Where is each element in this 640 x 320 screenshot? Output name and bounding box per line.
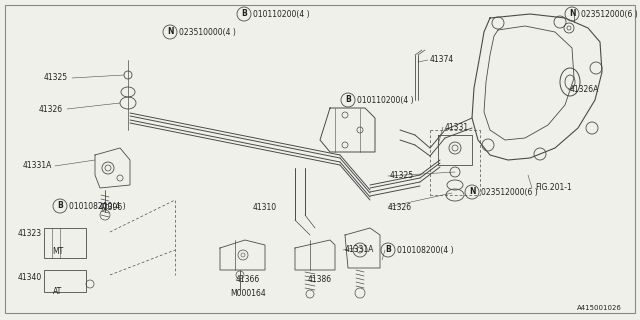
Text: 41325: 41325	[44, 74, 68, 83]
Text: MT: MT	[52, 247, 63, 257]
Text: M000164: M000164	[230, 290, 266, 299]
Text: 41326: 41326	[388, 203, 412, 212]
Text: A415001026: A415001026	[577, 305, 622, 311]
Text: 41374: 41374	[430, 55, 454, 65]
Text: 023510000(4 ): 023510000(4 )	[179, 28, 236, 36]
Text: N: N	[468, 188, 476, 196]
Text: 41331A: 41331A	[22, 162, 52, 171]
Text: 010108200(4 ): 010108200(4 )	[69, 202, 125, 211]
Text: N: N	[569, 10, 575, 19]
Text: B: B	[241, 10, 247, 19]
Text: 010110200(4 ): 010110200(4 )	[253, 10, 310, 19]
Text: 41340: 41340	[18, 274, 42, 283]
Text: FIG.201-1: FIG.201-1	[535, 183, 572, 193]
Text: 41331A: 41331A	[345, 245, 374, 254]
Text: B: B	[57, 202, 63, 211]
Text: 023512000(6 ): 023512000(6 )	[581, 10, 637, 19]
Text: 41326A: 41326A	[570, 85, 600, 94]
Text: AT: AT	[53, 287, 63, 297]
Text: 41323: 41323	[18, 228, 42, 237]
Text: 41310: 41310	[253, 203, 277, 212]
Text: 41325: 41325	[390, 172, 414, 180]
Text: 41331: 41331	[445, 123, 469, 132]
Text: 41326: 41326	[39, 105, 63, 114]
Text: 010110200(4 ): 010110200(4 )	[357, 95, 413, 105]
Text: 41386: 41386	[308, 275, 332, 284]
Text: N: N	[167, 28, 173, 36]
Text: 023512000(6 ): 023512000(6 )	[481, 188, 538, 196]
Text: B: B	[345, 95, 351, 105]
Text: B: B	[385, 245, 391, 254]
Text: 010108200(4 ): 010108200(4 )	[397, 245, 454, 254]
Text: 41396: 41396	[99, 204, 123, 212]
Text: 41366: 41366	[236, 275, 260, 284]
